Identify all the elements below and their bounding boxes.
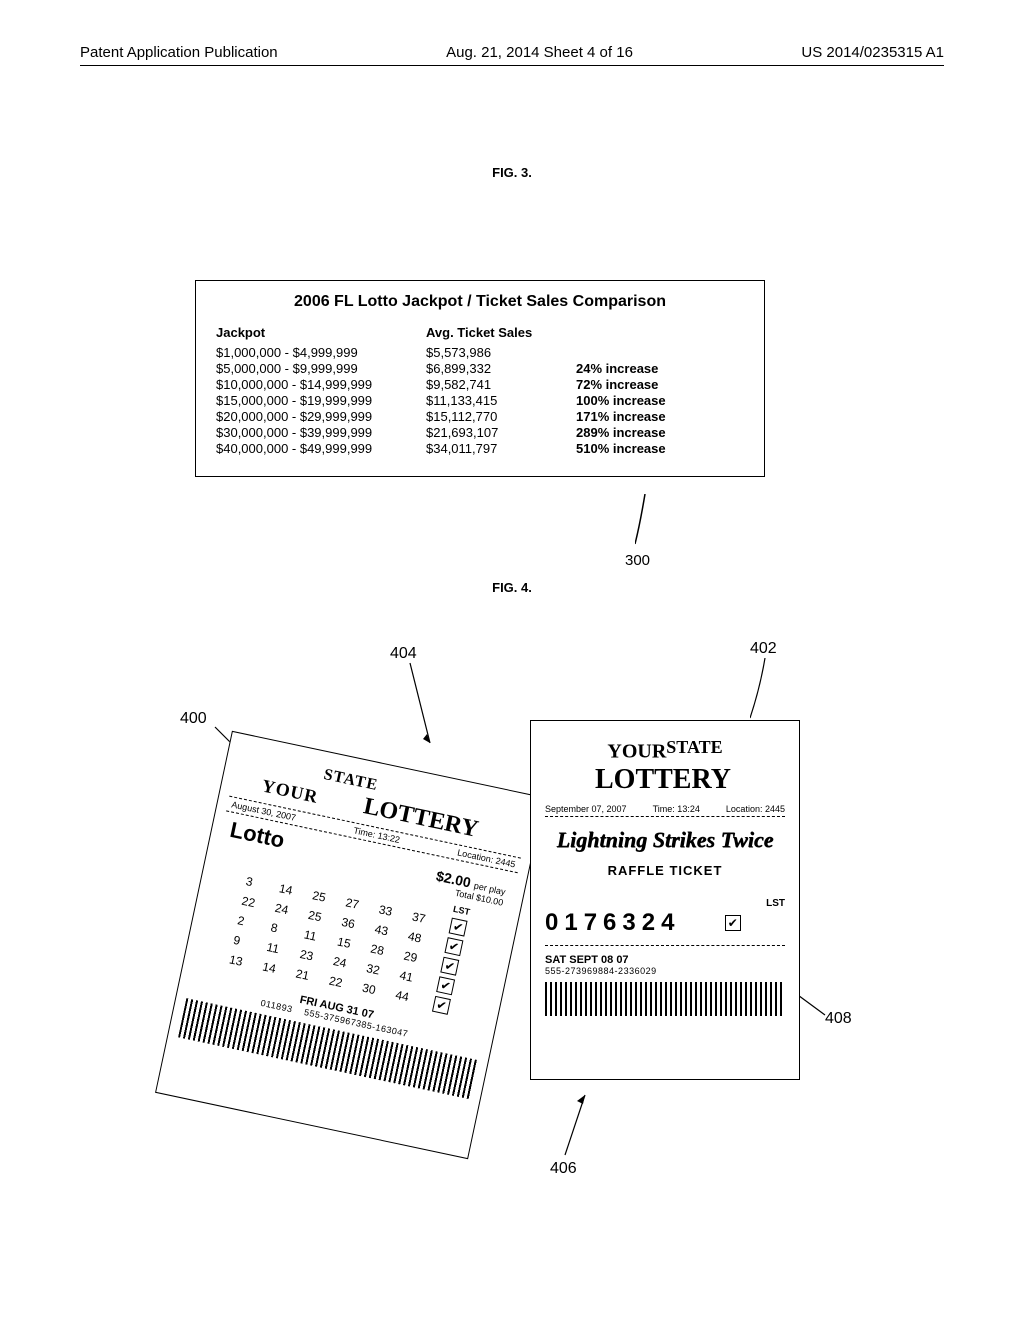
lotto-number: 43 bbox=[373, 922, 404, 943]
ref-406: 406 bbox=[550, 1160, 577, 1178]
lotto-number: 28 bbox=[369, 942, 400, 963]
page-header: Patent Application Publication Aug. 21, … bbox=[80, 44, 944, 66]
lotto-number: 2 bbox=[236, 913, 267, 934]
table-cell: 171% increase bbox=[576, 409, 744, 424]
fig3-table: 2006 FL Lotto Jackpot / Ticket Sales Com… bbox=[195, 280, 765, 477]
ticket-time: Time: 13:24 bbox=[653, 804, 700, 814]
lead-line-icon bbox=[405, 658, 445, 748]
lotto-number: 22 bbox=[327, 974, 358, 995]
table-cell: $15,112,770 bbox=[426, 409, 566, 424]
draw-date: SAT SEPT 08 07 bbox=[545, 954, 785, 966]
table-cell: $20,000,000 - $29,999,999 bbox=[216, 409, 416, 424]
lotto-number: 24 bbox=[273, 901, 304, 922]
table-cell: $30,000,000 - $39,999,999 bbox=[216, 425, 416, 440]
raffle-label: RAFFLE TICKET bbox=[545, 863, 785, 878]
lotto-number: 23 bbox=[298, 947, 329, 968]
ticket-time: Time: 13:22 bbox=[353, 825, 401, 845]
lead-line-icon bbox=[750, 658, 790, 728]
logo-lottery: LOTTERY bbox=[595, 764, 785, 796]
lead-line-icon bbox=[560, 1090, 600, 1160]
header-center: Aug. 21, 2014 Sheet 4 of 16 bbox=[446, 44, 633, 61]
lotto-number: 30 bbox=[361, 981, 392, 1002]
lotto-number: 3 bbox=[244, 874, 275, 895]
lotto-number: 9 bbox=[232, 933, 263, 954]
table-cell: 510% increase bbox=[576, 441, 744, 456]
lotto-number: 33 bbox=[377, 902, 408, 923]
table-cell: $15,000,000 - $19,999,999 bbox=[216, 393, 416, 408]
lotto-number: 24 bbox=[331, 954, 362, 975]
table-cell: $5,000,000 - $9,999,999 bbox=[216, 361, 416, 376]
table-cell: 72% increase bbox=[576, 377, 744, 392]
divider bbox=[545, 945, 785, 946]
lst-header: LST bbox=[448, 903, 476, 918]
lotto-number: 8 bbox=[269, 920, 300, 941]
lotto-number: 29 bbox=[402, 949, 433, 970]
checkbox-icon: ✔ bbox=[436, 976, 455, 995]
ref-300: 300 bbox=[625, 552, 650, 569]
lotto-number: 27 bbox=[344, 895, 375, 916]
lotto-number: 25 bbox=[311, 888, 342, 909]
fig4-label: FIG. 4. bbox=[0, 580, 1024, 595]
lotto-number: 25 bbox=[307, 908, 338, 929]
lotto-number: 37 bbox=[410, 909, 441, 930]
table-cell: $11,133,415 bbox=[426, 393, 566, 408]
table-cell: $1,000,000 - $4,999,999 bbox=[216, 345, 416, 360]
checkbox-icon: ✔ bbox=[432, 996, 451, 1015]
lotto-number: 21 bbox=[294, 967, 325, 988]
lotto-number: 32 bbox=[365, 961, 396, 982]
table-cell bbox=[576, 345, 744, 360]
fig3-header-jackpot: Jackpot bbox=[216, 325, 416, 340]
lotto-number: 48 bbox=[406, 929, 437, 950]
fig3-label: FIG. 3. bbox=[0, 165, 1024, 180]
ticket-location: Location: 2445 bbox=[726, 804, 785, 814]
raffle-ticket: YOURSTATE LOTTERY September 07, 2007 Tim… bbox=[530, 720, 800, 1080]
checkbox-icon: ✔ bbox=[440, 957, 459, 976]
logo-state: STATE bbox=[666, 737, 722, 757]
lotto-number: 13 bbox=[228, 952, 259, 973]
table-cell: $9,582,741 bbox=[426, 377, 566, 392]
header-right: US 2014/0235315 A1 bbox=[801, 44, 944, 61]
fig4-area: 400 402 404 406 408 STATE YOUR LOTTERY A… bbox=[160, 640, 860, 1200]
table-cell: $34,011,797 bbox=[426, 441, 566, 456]
logo-your: YOUR bbox=[260, 775, 320, 806]
ticket-date: September 07, 2007 bbox=[545, 804, 627, 814]
lotto-number: 41 bbox=[398, 968, 429, 989]
lotto-number: 22 bbox=[240, 894, 271, 915]
table-cell: 289% increase bbox=[576, 425, 744, 440]
lotto-number: 14 bbox=[277, 881, 308, 902]
ticket-logo: YOURSTATE LOTTERY bbox=[545, 737, 785, 796]
raffle-number-row: 0176324 ✔ bbox=[545, 909, 785, 937]
table-cell: $6,899,332 bbox=[426, 361, 566, 376]
table-cell: $5,573,986 bbox=[426, 345, 566, 360]
fig3-header-sales: Avg. Ticket Sales bbox=[426, 325, 566, 340]
lotto-number: 15 bbox=[336, 934, 367, 955]
lotto-number: 44 bbox=[394, 988, 425, 1009]
lotto-ticket: STATE YOUR LOTTERY August 30, 2007 Time:… bbox=[155, 731, 545, 1159]
raffle-number: 0176324 bbox=[545, 909, 680, 937]
ticket-meta: September 07, 2007 Time: 13:24 Location:… bbox=[545, 802, 785, 817]
ref-402: 402 bbox=[750, 640, 777, 658]
table-cell: $40,000,000 - $49,999,999 bbox=[216, 441, 416, 456]
table-cell: 24% increase bbox=[576, 361, 744, 376]
table-cell: $10,000,000 - $14,999,999 bbox=[216, 377, 416, 392]
lotto-number: 36 bbox=[340, 915, 371, 936]
checkbox-icon: ✔ bbox=[444, 937, 463, 956]
logo-your: YOUR bbox=[607, 741, 666, 763]
lotto-number: 11 bbox=[265, 940, 296, 961]
header-left: Patent Application Publication bbox=[80, 44, 278, 61]
fig3-grid: Jackpot Avg. Ticket Sales $1,000,000 - $… bbox=[216, 325, 744, 456]
lotto-number: 11 bbox=[302, 927, 333, 948]
ref-400: 400 bbox=[180, 710, 207, 728]
lst-header: LST bbox=[545, 898, 785, 909]
game-name: Lightning Strikes Twice bbox=[545, 827, 785, 853]
ticket-serial: 555-273969884-2336029 bbox=[545, 966, 785, 976]
lotto-number: 14 bbox=[261, 959, 292, 980]
barcode-icon bbox=[545, 982, 785, 1016]
table-cell: 100% increase bbox=[576, 393, 744, 408]
table-cell: $21,693,107 bbox=[426, 425, 566, 440]
checkbox-icon: ✔ bbox=[725, 915, 741, 931]
fig3-title: 2006 FL Lotto Jackpot / Ticket Sales Com… bbox=[216, 293, 744, 311]
checkbox-icon: ✔ bbox=[449, 918, 468, 937]
